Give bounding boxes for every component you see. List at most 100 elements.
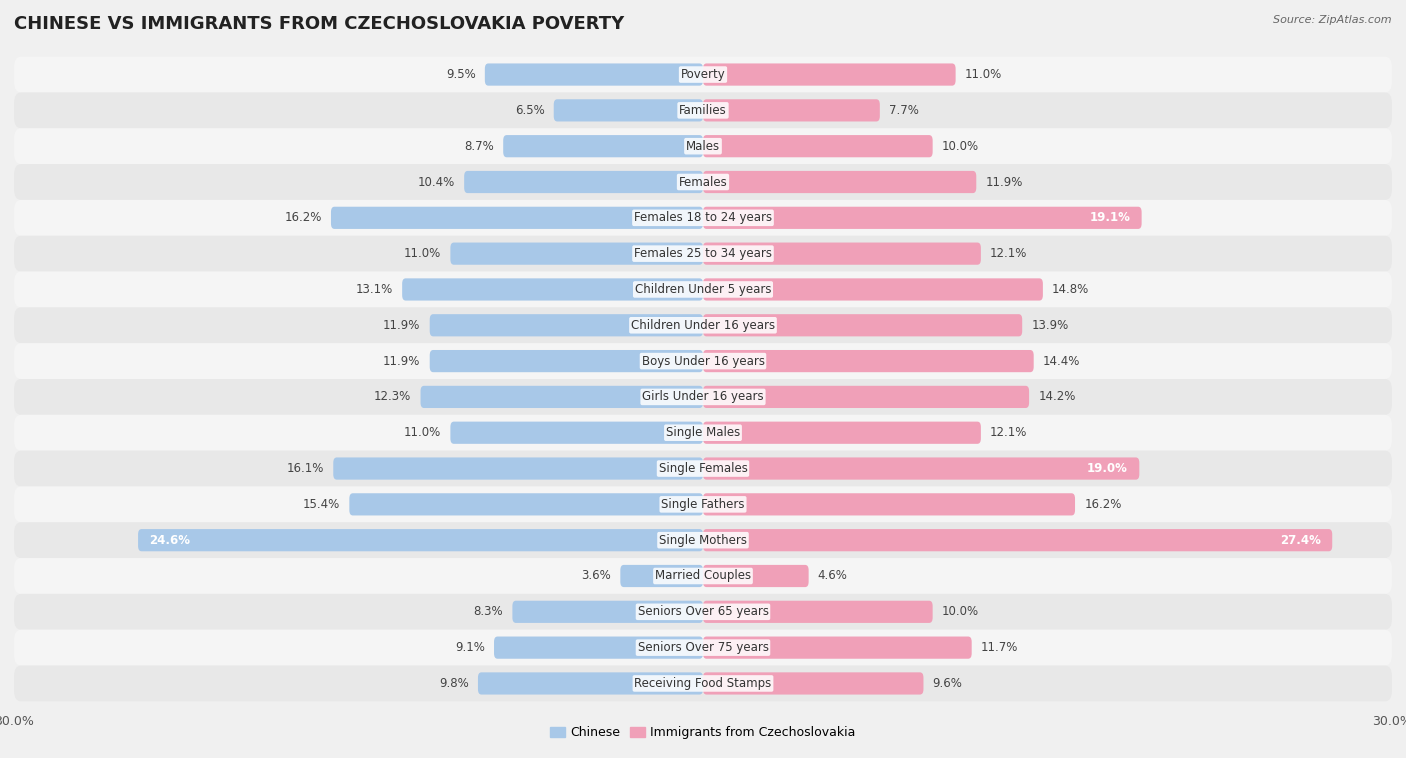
Text: 11.0%: 11.0% (965, 68, 1002, 81)
FancyBboxPatch shape (14, 558, 1392, 594)
FancyBboxPatch shape (14, 379, 1392, 415)
Text: Single Mothers: Single Mothers (659, 534, 747, 547)
FancyBboxPatch shape (450, 421, 703, 444)
FancyBboxPatch shape (14, 271, 1392, 307)
Legend: Chinese, Immigrants from Czechoslovakia: Chinese, Immigrants from Czechoslovakia (546, 722, 860, 744)
Text: Boys Under 16 years: Boys Under 16 years (641, 355, 765, 368)
FancyBboxPatch shape (554, 99, 703, 121)
Text: 19.0%: 19.0% (1087, 462, 1128, 475)
FancyBboxPatch shape (14, 200, 1392, 236)
FancyBboxPatch shape (703, 565, 808, 587)
Text: Females: Females (679, 176, 727, 189)
FancyBboxPatch shape (703, 386, 1029, 408)
FancyBboxPatch shape (14, 415, 1392, 451)
FancyBboxPatch shape (512, 600, 703, 623)
Text: CHINESE VS IMMIGRANTS FROM CZECHOSLOVAKIA POVERTY: CHINESE VS IMMIGRANTS FROM CZECHOSLOVAKI… (14, 15, 624, 33)
Text: Poverty: Poverty (681, 68, 725, 81)
FancyBboxPatch shape (430, 314, 703, 337)
Text: 8.3%: 8.3% (474, 606, 503, 619)
FancyBboxPatch shape (478, 672, 703, 694)
FancyBboxPatch shape (464, 171, 703, 193)
FancyBboxPatch shape (14, 451, 1392, 487)
Text: 9.5%: 9.5% (446, 68, 475, 81)
Text: Males: Males (686, 139, 720, 152)
FancyBboxPatch shape (703, 600, 932, 623)
FancyBboxPatch shape (703, 672, 924, 694)
Text: Married Couples: Married Couples (655, 569, 751, 582)
FancyBboxPatch shape (703, 457, 1139, 480)
FancyBboxPatch shape (503, 135, 703, 158)
FancyBboxPatch shape (14, 128, 1392, 164)
Text: Females 18 to 24 years: Females 18 to 24 years (634, 211, 772, 224)
FancyBboxPatch shape (14, 164, 1392, 200)
FancyBboxPatch shape (703, 350, 1033, 372)
FancyBboxPatch shape (330, 207, 703, 229)
Text: 13.1%: 13.1% (356, 283, 392, 296)
FancyBboxPatch shape (703, 64, 956, 86)
Text: Source: ZipAtlas.com: Source: ZipAtlas.com (1274, 15, 1392, 25)
Text: Children Under 16 years: Children Under 16 years (631, 319, 775, 332)
FancyBboxPatch shape (494, 637, 703, 659)
FancyBboxPatch shape (14, 92, 1392, 128)
Text: 6.5%: 6.5% (515, 104, 544, 117)
Text: 8.7%: 8.7% (464, 139, 494, 152)
Text: 13.9%: 13.9% (1032, 319, 1069, 332)
Text: 16.2%: 16.2% (1084, 498, 1122, 511)
FancyBboxPatch shape (14, 594, 1392, 630)
Text: 3.6%: 3.6% (582, 569, 612, 582)
FancyBboxPatch shape (703, 493, 1076, 515)
FancyBboxPatch shape (620, 565, 703, 587)
Text: Seniors Over 75 years: Seniors Over 75 years (637, 641, 769, 654)
FancyBboxPatch shape (703, 529, 1333, 551)
Text: 11.9%: 11.9% (986, 176, 1022, 189)
Text: Receiving Food Stamps: Receiving Food Stamps (634, 677, 772, 690)
Text: Females 25 to 34 years: Females 25 to 34 years (634, 247, 772, 260)
Text: 7.7%: 7.7% (889, 104, 920, 117)
FancyBboxPatch shape (14, 57, 1392, 92)
FancyBboxPatch shape (14, 666, 1392, 701)
FancyBboxPatch shape (703, 207, 1142, 229)
Text: Girls Under 16 years: Girls Under 16 years (643, 390, 763, 403)
Text: Seniors Over 65 years: Seniors Over 65 years (637, 606, 769, 619)
Text: Single Fathers: Single Fathers (661, 498, 745, 511)
FancyBboxPatch shape (333, 457, 703, 480)
Text: 11.0%: 11.0% (404, 426, 441, 439)
FancyBboxPatch shape (703, 99, 880, 121)
FancyBboxPatch shape (14, 236, 1392, 271)
FancyBboxPatch shape (703, 421, 981, 444)
Text: 10.4%: 10.4% (418, 176, 456, 189)
Text: 10.0%: 10.0% (942, 606, 979, 619)
Text: 9.8%: 9.8% (439, 677, 468, 690)
Text: Families: Families (679, 104, 727, 117)
Text: 11.7%: 11.7% (981, 641, 1018, 654)
Text: 10.0%: 10.0% (942, 139, 979, 152)
FancyBboxPatch shape (420, 386, 703, 408)
FancyBboxPatch shape (402, 278, 703, 301)
Text: 19.1%: 19.1% (1090, 211, 1130, 224)
Text: Single Females: Single Females (658, 462, 748, 475)
Text: 4.6%: 4.6% (818, 569, 848, 582)
FancyBboxPatch shape (14, 630, 1392, 666)
Text: Single Males: Single Males (666, 426, 740, 439)
Text: 11.9%: 11.9% (384, 319, 420, 332)
Text: 12.1%: 12.1% (990, 426, 1028, 439)
FancyBboxPatch shape (703, 171, 976, 193)
Text: 14.4%: 14.4% (1043, 355, 1080, 368)
Text: 11.0%: 11.0% (404, 247, 441, 260)
FancyBboxPatch shape (14, 487, 1392, 522)
FancyBboxPatch shape (703, 278, 1043, 301)
FancyBboxPatch shape (138, 529, 703, 551)
FancyBboxPatch shape (703, 637, 972, 659)
FancyBboxPatch shape (485, 64, 703, 86)
FancyBboxPatch shape (703, 135, 932, 158)
FancyBboxPatch shape (14, 343, 1392, 379)
FancyBboxPatch shape (430, 350, 703, 372)
Text: 11.9%: 11.9% (384, 355, 420, 368)
Text: 12.1%: 12.1% (990, 247, 1028, 260)
FancyBboxPatch shape (14, 522, 1392, 558)
Text: Children Under 5 years: Children Under 5 years (634, 283, 772, 296)
Text: 14.8%: 14.8% (1052, 283, 1090, 296)
Text: 27.4%: 27.4% (1279, 534, 1320, 547)
FancyBboxPatch shape (349, 493, 703, 515)
Text: 15.4%: 15.4% (302, 498, 340, 511)
